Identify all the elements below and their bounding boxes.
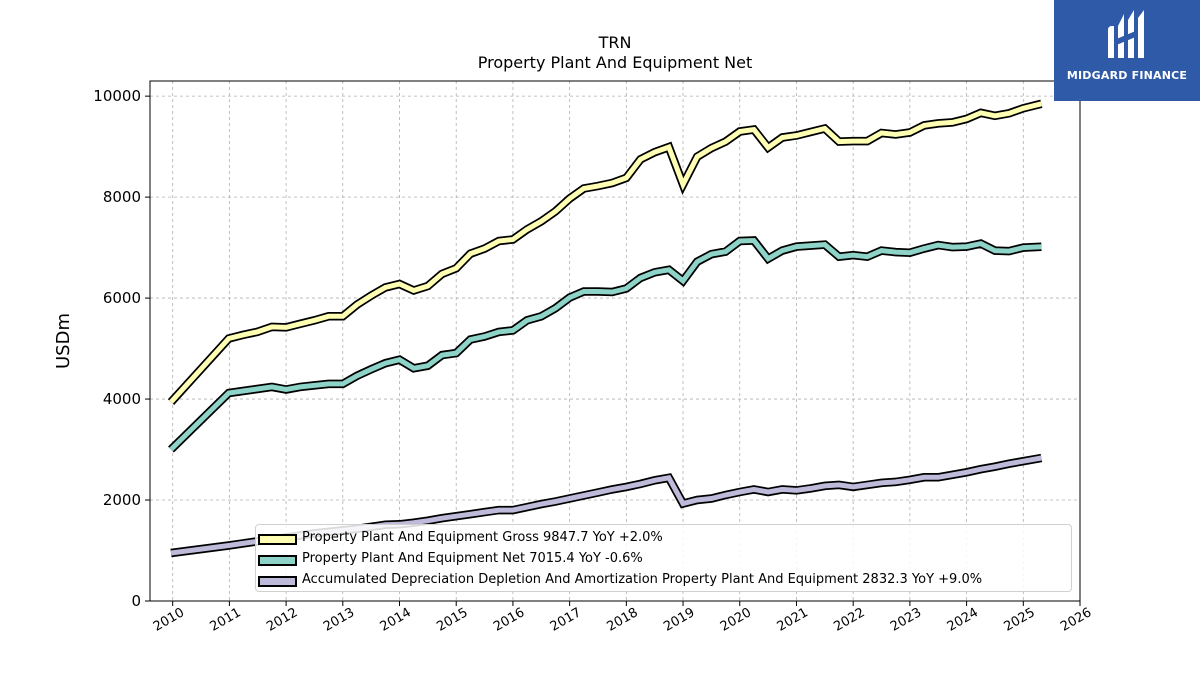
logo-mark-icon (1108, 10, 1144, 58)
legend-label-depreciation: Accumulated Depreciation Depletion And A… (302, 572, 983, 587)
legend-item-net: Property Plant And Equipment Net 7015.4 … (256, 550, 1071, 568)
series-line-net (169, 237, 1042, 452)
x-axis: 2010 2011 2012 2013 2014 2015 2016 2017 2018 2019… (151, 601, 1094, 635)
x-tick-label: 2014 (378, 605, 414, 635)
x-tick-label: 2024 (945, 605, 981, 635)
plot-frame (149, 80, 1081, 602)
series-layer (167, 99, 1043, 558)
x-tick-label: 2018 (605, 605, 641, 635)
y-axis: 0 2000 4000 6000 8000 10000 (93, 87, 150, 610)
y-tick-label: 10000 (93, 87, 141, 105)
x-tick-label: 2021 (775, 605, 811, 635)
x-tick-label: 2023 (888, 605, 924, 635)
legend-swatch-gross (258, 534, 297, 545)
x-tick-label: 2022 (831, 605, 867, 635)
brand-logo: MIDGARD FINANCE (1054, 0, 1200, 101)
chart-subtitle: Property Plant And Equipment Net (477, 53, 753, 72)
x-tick-label: 2016 (491, 605, 527, 635)
x-tick-label: 2025 (1001, 605, 1037, 635)
x-tick-label: 2015 (434, 605, 470, 635)
logo-text: MIDGARD FINANCE (1066, 69, 1188, 82)
series-line-gross (169, 101, 1043, 404)
y-axis-label: USDm (53, 313, 74, 369)
x-tick-label: 2026 (1058, 605, 1094, 635)
chart-title: TRN (598, 33, 632, 52)
x-tick-label: 2019 (661, 605, 697, 635)
legend-item-gross: Property Plant And Equipment Gross 9847.… (256, 529, 1071, 547)
x-tick-label: 2013 (321, 605, 357, 635)
y-tick-label: 8000 (103, 188, 141, 206)
y-tick-label: 4000 (103, 390, 141, 408)
series-outline-net (168, 236, 1042, 453)
x-tick-label: 2017 (548, 605, 584, 635)
x-tick-label: 2020 (718, 605, 754, 635)
legend-label-net: Property Plant And Equipment Net 7015.4 … (302, 551, 643, 566)
y-tick-label: 2000 (103, 491, 141, 509)
y-tick-label: 6000 (103, 289, 141, 307)
x-tick-label: 2011 (208, 605, 244, 635)
x-tick-label: 2012 (264, 605, 300, 635)
y-tick-label: 0 (131, 592, 141, 610)
grid-lines (150, 81, 1081, 602)
legend: Property Plant And Equipment Gross 9847.… (255, 524, 1072, 592)
legend-swatch-net (258, 555, 297, 566)
legend-label-gross: Property Plant And Equipment Gross 9847.… (302, 530, 663, 545)
legend-swatch-depreciation (258, 576, 297, 587)
x-tick-label: 2010 (151, 605, 187, 635)
legend-item-depreciation: Accumulated Depreciation Depletion And A… (256, 571, 1071, 589)
